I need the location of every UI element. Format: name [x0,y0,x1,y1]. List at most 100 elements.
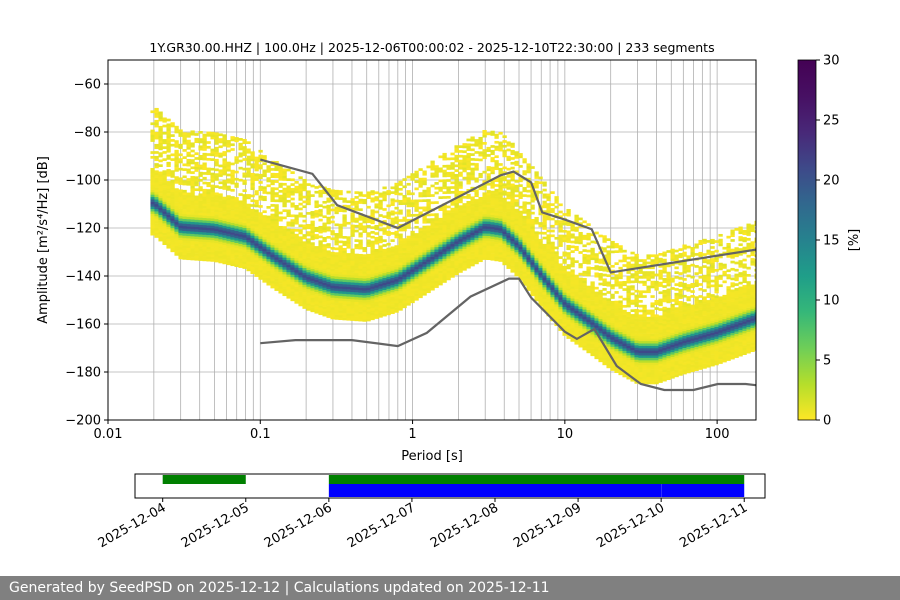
heatmap-cell [190,207,195,210]
heatmap-cell [534,173,539,177]
heatmap-cell [474,218,479,222]
heatmap-cell [182,225,187,229]
heatmap-cell [322,244,327,247]
heatmap-cell [414,252,419,256]
heatmap-cell [578,279,583,283]
heatmap-cell [594,310,599,314]
heatmap-cell [498,259,503,262]
heatmap-cell [462,260,467,264]
heatmap-cell [502,219,507,223]
heatmap-cell [466,174,471,178]
heatmap-cell [474,256,479,260]
heatmap-cell [562,321,567,324]
heatmap-cell [402,291,407,294]
heatmap-cell [290,188,295,191]
heatmap-cell [418,230,423,234]
heatmap-cell [442,186,447,190]
heatmap-cell [510,173,515,177]
heatmap-cell [486,166,491,169]
heatmap-cell [530,283,535,287]
heatmap-cell [542,253,547,257]
heatmap-cell [522,244,527,248]
heatmap-cell [310,266,315,269]
heatmap-cell [166,214,171,218]
heatmap-cell [258,248,263,251]
heatmap-cell [546,277,551,281]
heatmap-cell [242,261,247,265]
heatmap-cell [198,188,203,192]
heatmap-cell [194,219,199,223]
heatmap-cell [446,239,451,242]
heatmap-cell [238,145,243,148]
heatmap-cell [154,213,159,217]
heatmap-cell [286,262,291,265]
heatmap-cell [258,269,263,273]
heatmap-cell [414,221,419,224]
heatmap-cell [206,210,211,214]
heatmap-cell [302,226,307,230]
heatmap-cell [158,214,163,218]
heatmap-cell [418,185,423,188]
heatmap-cell [530,233,535,237]
heatmap-cell [398,298,403,302]
heatmap-cell [366,193,371,197]
heatmap-cell [550,280,555,283]
heatmap-cell [238,138,243,141]
heatmap-cell [222,187,227,190]
heatmap-cell [410,286,415,289]
heatmap-cell [214,158,219,162]
heatmap-cell [242,146,247,149]
heatmap-cell [438,186,443,190]
heatmap-cell [178,211,183,214]
heatmap-cell [286,209,291,213]
heatmap-cell [442,241,447,245]
heatmap-cell [262,222,267,226]
heatmap-cell [306,288,311,292]
heatmap-cell [526,201,531,205]
heatmap-cell [150,206,155,210]
heatmap-cell [358,225,363,228]
heatmap-cell [250,208,255,212]
heatmap-cell [210,225,215,229]
heatmap-cell [442,152,447,156]
heatmap-cell [186,180,191,184]
heatmap-cell [226,200,231,203]
heatmap-cell [390,200,395,204]
heatmap-cell [394,190,399,193]
heatmap-cell [402,283,407,287]
heatmap-cell [390,251,395,254]
heatmap-cell [310,302,315,305]
heatmap-cell [250,244,255,248]
heatmap-cell [398,286,403,290]
heatmap-cell [406,298,411,301]
heatmap-cell [490,250,495,254]
heatmap-cell [238,217,243,220]
heatmap-cell [378,262,383,265]
heatmap-cell [470,215,475,219]
heatmap-cell [202,172,207,175]
heatmap-cell [170,213,175,217]
heatmap-cell [498,167,503,171]
heatmap-cell [358,191,363,195]
heatmap-cell [310,275,315,279]
heatmap-cell [478,208,483,212]
heatmap-cell [278,271,283,275]
heatmap-cell [298,289,303,292]
heatmap-cell [478,247,483,251]
heatmap-cell [330,297,335,301]
heatmap-cell [242,208,247,212]
heatmap-cell [590,300,595,304]
heatmap-cell [298,265,303,268]
heatmap-cell [486,221,491,224]
heatmap-cell [418,206,423,210]
heatmap-cell [306,226,311,230]
heatmap-cell [274,261,279,265]
heatmap-cell [362,280,367,284]
heatmap-cell [526,269,531,272]
heatmap-cell [182,247,187,251]
heatmap-cell [266,167,271,171]
heatmap-cell [538,262,543,266]
heatmap-cell [366,318,371,322]
heatmap-cell [306,197,311,201]
heatmap-cell [558,234,563,238]
